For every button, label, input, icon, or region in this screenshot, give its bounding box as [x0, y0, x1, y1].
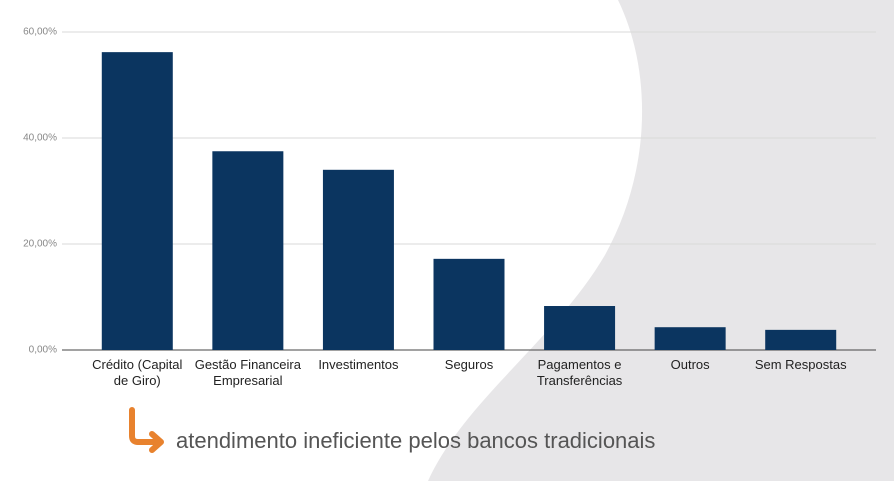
x-tick-label: Sem Respostas — [754, 357, 847, 372]
bar — [433, 258, 505, 350]
x-tick-label: Outros — [670, 357, 710, 372]
background-shape — [428, 0, 894, 481]
bar — [765, 329, 837, 350]
bar — [544, 306, 616, 350]
x-tick-label: Investimentos — [318, 357, 399, 372]
y-tick-label: 20,00% — [23, 239, 57, 250]
y-tick-label: 0,00% — [29, 345, 57, 356]
annotation: atendimento ineficiente pelos bancos tra… — [176, 428, 656, 453]
bar — [212, 151, 284, 350]
y-tick-label: 40,00% — [23, 133, 57, 144]
bar — [101, 52, 173, 350]
x-tick-label: Pagamentos e Transferências — [536, 357, 623, 388]
y-tick-label: 60,00% — [23, 27, 57, 38]
x-tick-label: Seguros — [444, 357, 494, 372]
x-tick-label: Gestão Financeira Empresarial — [194, 357, 301, 388]
bar — [322, 169, 394, 350]
bar — [654, 327, 726, 350]
x-tick-label: Crédito (Capital de Giro) — [92, 357, 183, 388]
arrow-icon — [129, 407, 164, 453]
